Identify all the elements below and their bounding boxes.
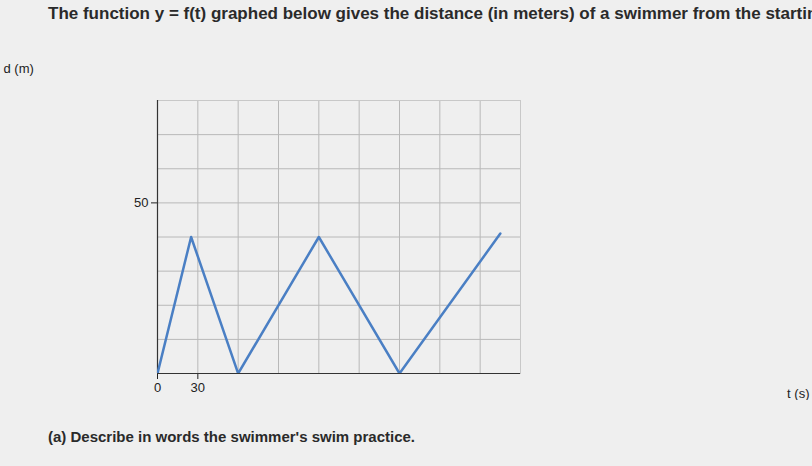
svg-text:50: 50	[134, 195, 148, 210]
svg-text:0: 0	[154, 380, 161, 395]
html-text:(a) Describe in words the swim: (a) Describe in words the swimmer's swim…	[48, 428, 415, 445]
svg-text:30: 30	[191, 380, 205, 395]
svg-text:t (s): t (s)	[787, 386, 809, 401]
svg-text:d (m): d (m)	[4, 61, 34, 76]
